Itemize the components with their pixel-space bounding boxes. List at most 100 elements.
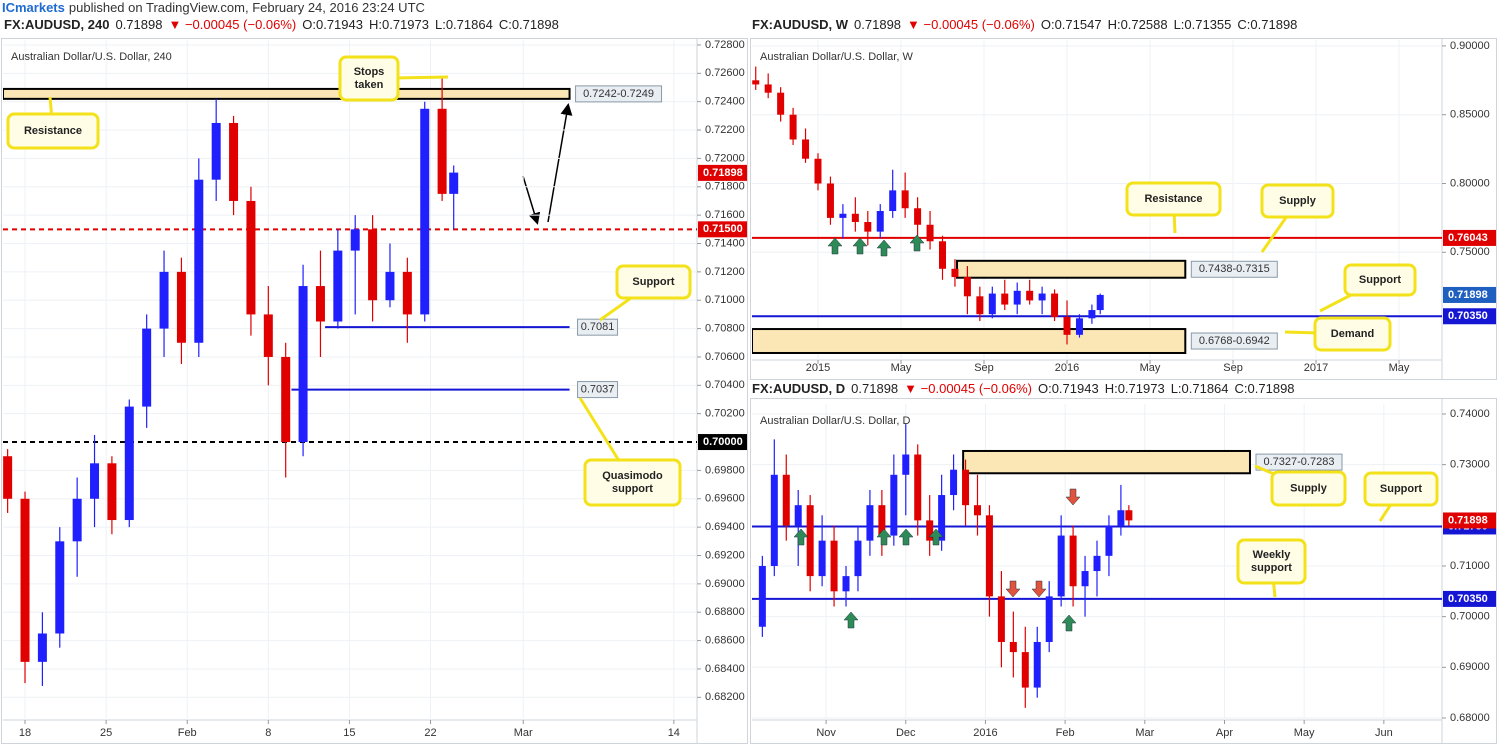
signal-arrow: [1061, 614, 1077, 632]
signal-arrow: [852, 237, 868, 255]
zone-label-box: [1255, 453, 1343, 471]
candle-body: [914, 208, 922, 225]
y-tick-label: 0.69200: [705, 549, 745, 561]
candle-body: [806, 505, 814, 577]
signal-arrow: [827, 237, 843, 255]
x-tick-label: Mar: [514, 727, 533, 739]
markers: [793, 234, 1081, 632]
price-tag-label: 0.70000: [703, 436, 743, 448]
arrow: [547, 103, 573, 223]
callout-box: [338, 55, 400, 102]
level-label-box: [577, 318, 619, 336]
callout-box: [1125, 181, 1222, 217]
x-tick-label: May: [1389, 362, 1410, 374]
candle-body: [1081, 571, 1089, 587]
candle-body: [20, 498, 30, 662]
info-item: ▼ −0.00045 (−0.06%): [907, 17, 1035, 32]
y-tick-label: 0.71000: [705, 294, 745, 306]
y-tick-label: 0.74000: [1450, 408, 1490, 420]
candle-body: [802, 139, 810, 159]
signal-arrow: [793, 528, 809, 546]
candle-body: [1013, 290, 1021, 305]
level-label: 0.7081: [581, 321, 615, 333]
candle-body: [90, 463, 100, 499]
candle-body: [449, 172, 459, 194]
zone-label-box: [1190, 260, 1278, 278]
x-tick-label: 22: [424, 727, 436, 739]
info-item: O:0.71547: [1041, 17, 1102, 32]
x-tick-label: 18: [19, 727, 31, 739]
candle-body: [1009, 641, 1017, 653]
info-item: L:0.71864: [1171, 381, 1229, 396]
callout-box: [1313, 316, 1392, 352]
info-item: O:0.71943: [302, 17, 363, 32]
candle-body: [890, 474, 898, 536]
y-tick-label: 0.72200: [705, 124, 745, 136]
x-tick-label: Feb: [1056, 727, 1075, 739]
y-tick-label: 0.69600: [705, 493, 745, 505]
x-tick-label: May: [891, 362, 912, 374]
candle-body: [842, 576, 850, 592]
info-item: FX:AUDUSD, W: [752, 17, 849, 32]
candle-body: [1051, 293, 1059, 317]
candle-body: [315, 286, 325, 322]
x-tick-label: 2016: [1055, 362, 1079, 374]
candle-body: [950, 469, 958, 496]
candle-body: [938, 495, 946, 541]
candle-body: [1001, 293, 1009, 305]
candle-body: [1057, 535, 1065, 597]
candle-body: [402, 271, 412, 315]
callout-box: [1236, 538, 1307, 585]
info-item: H:0.71973: [1105, 381, 1165, 396]
price-tag: [698, 221, 747, 238]
info-item: C:0.71898: [1237, 17, 1297, 32]
candle-body: [194, 179, 204, 343]
callout-text: Support: [632, 276, 674, 288]
candle-body: [3, 456, 13, 499]
callout-text: Supply: [1290, 482, 1328, 494]
signal-arrow: [876, 528, 892, 546]
candle-body: [37, 633, 47, 662]
info-item: L:0.71355: [1174, 17, 1232, 32]
candle-body: [770, 474, 778, 566]
info-item: ▼ −0.00045 (−0.06%): [168, 17, 296, 32]
callout-text: Support: [1359, 274, 1401, 286]
candle-body: [926, 520, 934, 541]
candle-body: [55, 541, 65, 634]
candle-body: [814, 158, 822, 184]
zone-label-box: [575, 85, 663, 103]
candle-body: [826, 183, 834, 218]
y-tick-label: 0.90000: [1450, 40, 1490, 52]
candle-body: [333, 250, 343, 322]
y-tick-label: 0.70400: [705, 379, 745, 391]
y-tick-label: 0.71400: [705, 237, 745, 249]
y-tick-label: 0.71000: [1450, 560, 1490, 572]
y-tick-label: 0.75000: [1450, 246, 1490, 258]
candle-body: [124, 406, 134, 521]
callout-box: [1343, 263, 1417, 297]
candle-body: [1088, 310, 1096, 319]
brand[interactable]: ICmarkets: [2, 0, 65, 15]
callout-box: [615, 264, 692, 300]
candle-body: [752, 80, 760, 85]
candle-body: [758, 565, 766, 627]
signal-arrow: [843, 611, 859, 629]
last-price-label: 0.71898: [1448, 514, 1488, 526]
y-tick-label: 0.70600: [705, 351, 745, 363]
price-tag: [1443, 590, 1496, 607]
x-tick-label: 2015: [806, 362, 830, 374]
candle-body: [1075, 318, 1083, 335]
candle-body: [1093, 555, 1101, 572]
candle-body: [1021, 652, 1029, 688]
candle-body: [1125, 510, 1133, 521]
x-tick-label: 15: [343, 727, 355, 739]
info-item: L:0.71864: [435, 17, 493, 32]
candle-body: [830, 540, 838, 592]
x-tick-label: Sep: [974, 362, 994, 374]
candle-body: [939, 241, 947, 269]
price-tag: [1443, 229, 1496, 246]
callout-text: Support: [1380, 483, 1422, 495]
candle-body: [1033, 641, 1041, 688]
candle-body: [1096, 294, 1104, 311]
